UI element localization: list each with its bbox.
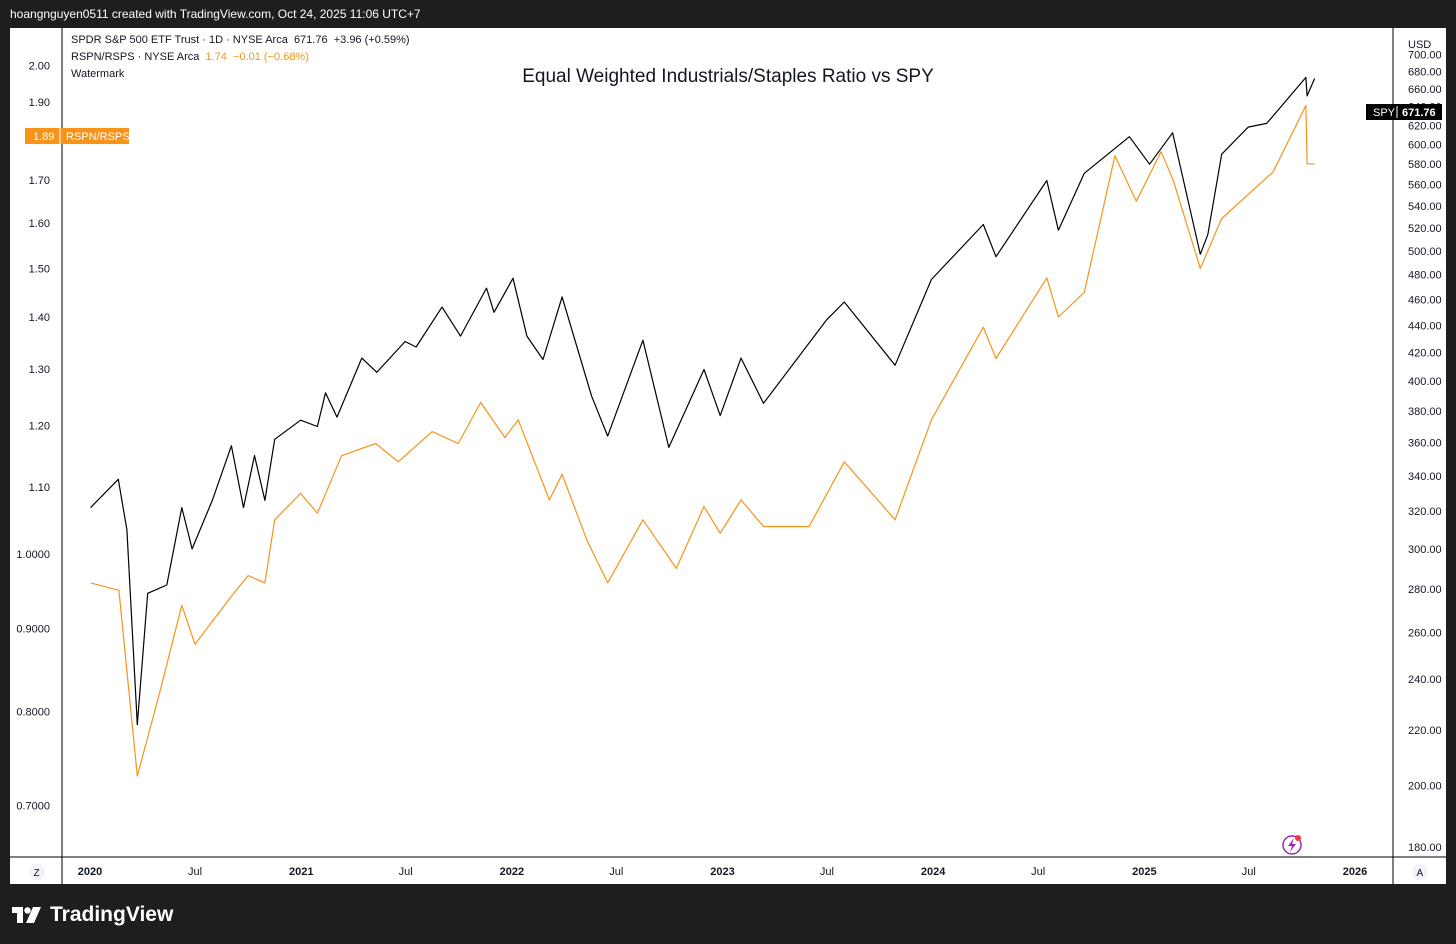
left-axis-tag-bg <box>25 128 129 144</box>
right-axis-tick-label: 500.00 <box>1408 246 1442 258</box>
time-axis-tick-label: 2020 <box>78 866 102 878</box>
left-axis-tick-label: 1.40 <box>29 312 50 324</box>
time-axis-tick-label: 2022 <box>500 866 524 878</box>
left-axis-tick-label: 2.00 <box>29 61 50 73</box>
time-axis-tick-label: Jul <box>399 866 413 878</box>
right-axis-tick-label: 620.00 <box>1408 120 1442 132</box>
left-axis-tick-label: 1.10 <box>29 482 50 494</box>
time-axis-tick-label: Jul <box>609 866 623 878</box>
right-axis-tick-label: 300.00 <box>1408 544 1442 556</box>
time-axis-tick-label: Jul <box>820 866 834 878</box>
right-axis-tag-value: 671.76 <box>1402 107 1436 119</box>
right-axis-tag: SPY 671.76 <box>1366 104 1442 120</box>
right-axis-tick-label: 280.00 <box>1408 584 1442 596</box>
right-axis-tick-label: 440.00 <box>1408 320 1442 332</box>
chart-title: Equal Weighted Industrials/Staples Ratio… <box>522 66 934 87</box>
chart-credit: hoangnguyen0511 created with TradingView… <box>0 0 1456 28</box>
right-axis-tick-label: 400.00 <box>1408 376 1442 388</box>
tradingview-logo-icon <box>12 907 41 923</box>
corner-right-bg <box>1412 864 1428 880</box>
left-axis-tick-label: 0.8000 <box>16 706 50 718</box>
right-axis-tick-label: 520.00 <box>1408 223 1442 235</box>
left-axis-tag-label: RSPN/RSPS <box>66 131 130 143</box>
right-axis-ticks[interactable]: 700.00680.00660.00640.00620.00600.00580.… <box>1408 49 1442 854</box>
time-axis-ticks[interactable]: 2020 Jul 2021 Jul 2022 Jul 2023 Jul 2024 Jul 2025 J… <box>78 866 1367 878</box>
right-axis-tag-label: SPY <box>1373 107 1396 119</box>
time-axis-tick-label: Jul <box>188 866 202 878</box>
right-axis-tick-label: 680.00 <box>1408 66 1442 78</box>
right-axis-tick-label: 240.00 <box>1408 674 1442 686</box>
right-axis-tick-label: 580.00 <box>1408 159 1442 171</box>
right-axis-tick-label: 380.00 <box>1408 406 1442 418</box>
legend-spy-value: 671.76 <box>293 34 328 46</box>
axis-lines <box>10 28 1446 884</box>
lightning-icon-ring <box>1282 835 1302 855</box>
spy-series-line[interactable] <box>90 76 1316 726</box>
right-axis-tick-label: 260.00 <box>1408 627 1442 639</box>
legend-spy-change: +3.96 (+0.59%) <box>333 34 410 46</box>
series-layer <box>90 76 1316 777</box>
lightning-icon-bolt <box>1288 838 1296 852</box>
time-axis-tick-label: Jul <box>1031 866 1045 878</box>
legend-spy-name: SPDR S&P 500 ETF Trust · 1D · NYSE Arca <box>71 34 288 46</box>
chart-frame: 2.001.901.801.701.601.501.401.301.201.10… <box>10 28 1446 884</box>
right-axis-tick-label: 600.00 <box>1408 139 1442 151</box>
left-axis-tick-label: 1.60 <box>29 218 50 230</box>
legend-ratio-name: RSPN/RSPS · NYSE Arca <box>71 51 200 63</box>
corner-right-button[interactable]: A <box>1412 864 1428 880</box>
right-axis-tick-label: 360.00 <box>1408 438 1442 450</box>
tradingview-logo[interactable]: TradingView <box>12 900 173 930</box>
right-axis-tick-label: 320.00 <box>1408 506 1442 518</box>
left-axis-tag: 1.89 RSPN/RSPS <box>25 128 130 144</box>
legend-ratio-value: 1.74 <box>205 51 227 63</box>
legend-watermark[interactable]: Watermark <box>71 68 125 80</box>
tradingview-logo-text: TradingView <box>50 903 174 926</box>
left-axis-tick-label: 1.50 <box>29 263 50 275</box>
left-axis-tick-label: 1.0000 <box>16 549 50 561</box>
right-axis-tick-label: 200.00 <box>1408 781 1442 793</box>
time-axis-tick-label: 2021 <box>289 866 313 878</box>
chart-canvas[interactable]: 2.001.901.801.701.601.501.401.301.201.10… <box>10 28 1446 884</box>
right-axis-tick-label: 660.00 <box>1408 84 1442 96</box>
left-axis-tick-label: 1.20 <box>29 421 50 433</box>
right-axis-tick-label: 220.00 <box>1408 725 1442 737</box>
right-axis-tick-label: 560.00 <box>1408 180 1442 192</box>
lightning-icon[interactable] <box>1282 835 1302 855</box>
right-axis-tag-bg <box>1366 104 1442 120</box>
time-axis-tick-label: 2025 <box>1132 866 1156 878</box>
left-axis-tick-label: 1.90 <box>29 97 50 109</box>
legend-ratio-change: −0.01 (−0.68%) <box>233 51 309 63</box>
left-axis-tick-label: 1.30 <box>29 364 50 376</box>
legend-spy[interactable]: SPDR S&P 500 ETF Trust · 1D · NYSE Arca … <box>71 34 410 46</box>
right-axis-tick-label: 420.00 <box>1408 348 1442 360</box>
time-axis-tick-label: 2026 <box>1343 866 1367 878</box>
right-axis-tick-label: 540.00 <box>1408 201 1442 213</box>
left-axis-tick-label: 0.9000 <box>16 623 50 635</box>
left-axis-tag-value: 1.89 <box>33 131 54 143</box>
time-axis-tick-label: 2023 <box>710 866 734 878</box>
legend-ratio[interactable]: RSPN/RSPS · NYSE Arca 1.74 −0.01 (−0.68%… <box>71 51 309 63</box>
left-axis-tick-label: 1.70 <box>29 175 50 187</box>
ratio-series-line[interactable] <box>90 104 1315 777</box>
left-axis-tick-label: 0.7000 <box>16 801 50 813</box>
corner-right-label: A <box>1417 868 1424 879</box>
right-axis-tick-label: 460.00 <box>1408 294 1442 306</box>
time-axis-tick-label: 2024 <box>921 866 946 878</box>
right-axis-tick-label: 340.00 <box>1408 471 1442 483</box>
currency-label[interactable]: USD <box>1408 39 1431 51</box>
right-axis-tick-label: 700.00 <box>1408 49 1442 61</box>
right-axis-tick-label: 480.00 <box>1408 270 1442 282</box>
notification-dot-icon <box>1295 835 1301 841</box>
corner-left-bg <box>29 864 45 880</box>
corner-left-label: Z <box>34 868 40 879</box>
left-axis-ticks[interactable]: 2.001.901.801.701.601.501.401.301.201.10… <box>16 61 50 813</box>
right-axis-tick-label: 180.00 <box>1408 842 1442 854</box>
time-axis-tick-label: Jul <box>1242 866 1256 878</box>
corner-left-button[interactable]: Z <box>29 864 45 880</box>
